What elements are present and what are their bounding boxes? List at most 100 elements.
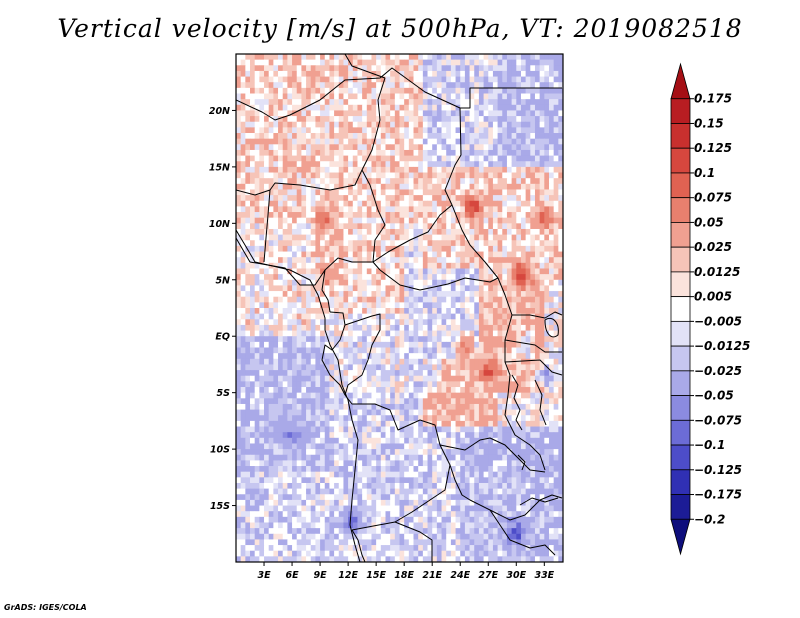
- field-cell: [310, 296, 316, 303]
- field-cell: [254, 454, 260, 461]
- field-cell: [553, 189, 559, 196]
- field-cell: [268, 454, 274, 461]
- field-cell: [478, 178, 484, 185]
- field-cell: [408, 144, 414, 151]
- field-cell: [548, 251, 555, 258]
- field-cell: [380, 138, 386, 145]
- field-cell: [483, 364, 489, 371]
- field-cell: [334, 274, 340, 281]
- field-cell: [357, 274, 363, 281]
- field-cell: [390, 313, 396, 320]
- field-cell: [413, 121, 419, 128]
- field-cell: [544, 420, 550, 427]
- field-cell: [516, 291, 522, 298]
- field-cell: [371, 76, 377, 83]
- field-cell: [422, 206, 428, 213]
- field-cell: [338, 415, 344, 422]
- field-cell: [306, 155, 312, 162]
- field-cell: [520, 375, 527, 382]
- field-cell: [324, 443, 330, 450]
- field-cell: [548, 257, 555, 264]
- field-cell: [469, 358, 475, 365]
- field-cell: [306, 76, 312, 83]
- field-cell: [338, 178, 344, 185]
- field-cell: [544, 308, 550, 315]
- field-cell: [236, 155, 242, 162]
- field-cell: [530, 104, 536, 111]
- field-cell: [544, 116, 550, 123]
- field-cell: [544, 189, 550, 196]
- field-cell: [544, 93, 550, 100]
- field-cell: [385, 296, 391, 303]
- field-cell: [273, 364, 279, 371]
- field-cell: [306, 87, 312, 94]
- field-cell: [390, 183, 396, 190]
- field-cell: [324, 195, 330, 202]
- field-cell: [520, 144, 527, 151]
- field-cell: [506, 59, 513, 66]
- field-cell: [516, 257, 522, 264]
- field-cell: [324, 330, 330, 337]
- field-cell: [371, 206, 377, 213]
- field-cell: [380, 375, 386, 382]
- field-cell: [357, 189, 363, 196]
- field-cell: [390, 82, 396, 89]
- field-cell: [432, 149, 438, 156]
- field-cell: [516, 144, 522, 151]
- field-cell: [245, 240, 251, 247]
- field-cell: [301, 240, 307, 247]
- field-cell: [264, 392, 270, 399]
- field-cell: [371, 93, 377, 100]
- field-cell: [352, 200, 358, 207]
- field-cell: [310, 257, 316, 264]
- field-cell: [348, 415, 354, 422]
- field-cell: [446, 426, 452, 433]
- field-cell: [478, 403, 484, 410]
- field-cell: [418, 279, 424, 286]
- field-cell: [287, 296, 293, 303]
- field-cell: [301, 110, 307, 117]
- field-cell: [352, 110, 358, 117]
- field-cell: [282, 296, 288, 303]
- field-cell: [408, 262, 414, 269]
- field-cell: [254, 324, 260, 331]
- field-cell: [278, 228, 284, 236]
- field-cell: [450, 370, 456, 377]
- field-cell: [441, 161, 447, 168]
- field-cell: [324, 341, 330, 348]
- field-cell: [488, 104, 494, 111]
- field-cell: [287, 223, 293, 230]
- field-cell: [380, 347, 386, 354]
- field-cell: [245, 324, 251, 331]
- field-cell: [427, 370, 433, 377]
- field-cell: [264, 279, 270, 286]
- field-cell: [278, 245, 284, 252]
- field-cell: [343, 212, 349, 219]
- field-cell: [278, 313, 284, 320]
- field-cell: [352, 262, 358, 269]
- field-cell: [469, 285, 475, 292]
- field-cell: [268, 200, 274, 207]
- field-cell: [474, 387, 480, 394]
- field-cell: [329, 387, 335, 394]
- field-cell: [404, 87, 410, 94]
- field-cell: [436, 313, 442, 320]
- field-cell: [432, 370, 438, 377]
- field-cell: [264, 245, 270, 252]
- field-cell: [334, 420, 340, 427]
- field-cell: [488, 420, 494, 427]
- field-cell: [320, 409, 326, 416]
- field-cell: [292, 189, 298, 196]
- field-cell: [296, 324, 302, 331]
- field-cell: [520, 116, 527, 123]
- field-cell: [488, 319, 494, 326]
- field-cell: [502, 149, 508, 156]
- field-cell: [380, 449, 386, 456]
- field-cell: [310, 262, 316, 269]
- field-cell: [366, 364, 372, 371]
- field-cell: [520, 291, 527, 298]
- field-cell: [469, 330, 475, 337]
- field-cell: [287, 291, 293, 298]
- field-cell: [432, 415, 438, 422]
- field-cell: [282, 121, 288, 128]
